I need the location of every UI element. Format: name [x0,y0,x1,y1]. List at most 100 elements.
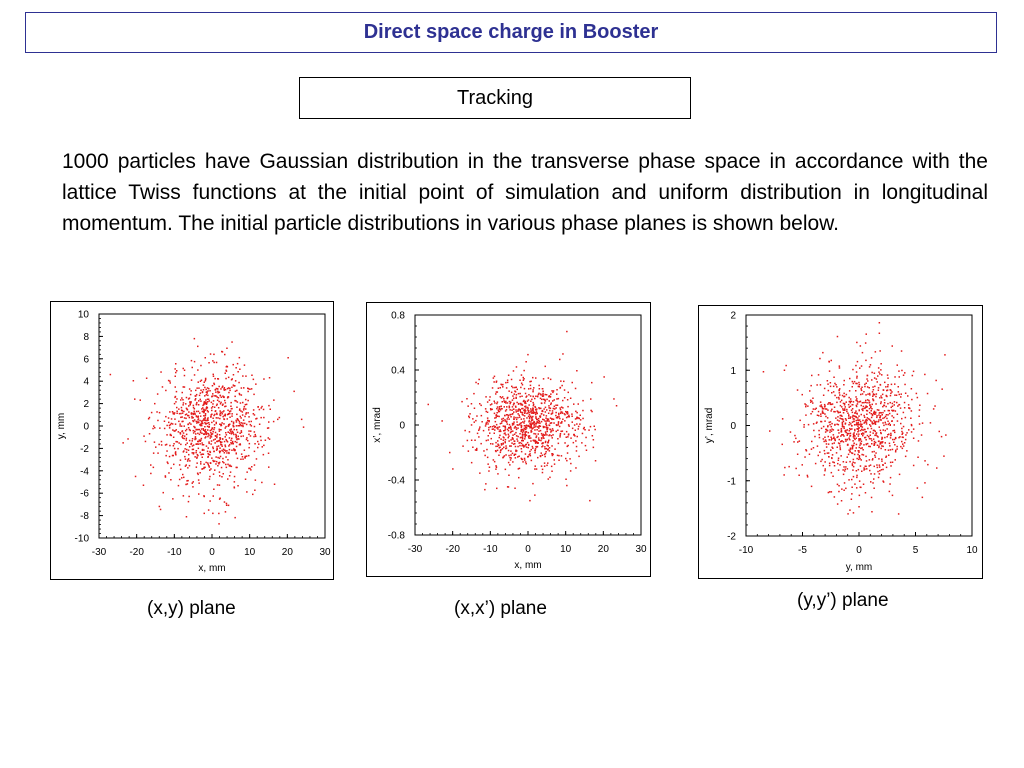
scatter-point [255,383,257,385]
scatter-point [540,402,543,404]
scatter-point [467,450,470,452]
scatter-point [513,453,516,456]
scatter-point [168,472,170,474]
scatter-point [510,454,512,456]
scatter-point [213,353,215,356]
scatter-point [212,460,215,463]
scatter-point [870,481,872,483]
scatter-point [858,419,860,422]
scatter-point [195,450,198,452]
scatter-point [505,434,507,436]
scatter-point [231,437,233,440]
scatter-point [213,488,215,490]
scatter-point [521,407,523,410]
scatter-point [248,433,250,436]
scatter-point [183,437,185,440]
scatter-point [232,421,235,423]
scatter-point [545,422,547,424]
scatter-point [473,407,476,409]
scatter-point [538,384,540,387]
scatter-point [254,433,256,436]
scatter-point [166,461,169,463]
scatter-point [545,423,547,426]
scatter-point [190,390,192,392]
scatter-point [221,404,224,406]
scatter-point [558,412,560,415]
scatter-point [542,394,544,396]
scatter-point [186,442,188,444]
scatter-point [902,374,905,376]
scatter-point [515,428,518,431]
scatter-point [851,421,854,423]
scatter-point [197,440,200,443]
scatter-point [849,460,851,463]
scatter-point [508,440,510,442]
scatter-point [226,452,228,454]
scatter-point [842,441,845,443]
scatter-point [475,381,477,384]
scatter-point [859,419,861,421]
scatter-point [880,431,882,434]
scatter-point [216,447,218,450]
scatter-point [567,391,569,394]
scatter-point [904,372,906,374]
scatter-point [887,402,889,405]
scatter-point [871,371,873,374]
scatter-point [827,389,830,392]
scatter-point [199,443,201,445]
scatter-point [537,433,539,435]
scatter-point [257,440,259,443]
scatter-point [216,440,218,443]
scatter-point [509,459,512,461]
x-tick-label: -30 [92,547,107,558]
scatter-point [832,461,834,463]
scatter-point [171,454,174,457]
scatter-point [147,418,150,420]
scatter-point [509,445,511,447]
scatter-point [230,379,233,381]
scatter-point [226,397,229,399]
scatter-point [218,428,220,431]
scatter-point [268,404,270,407]
scatter-point [258,408,261,411]
scatter-point [885,466,888,469]
scatter-point [940,435,943,438]
scatter-point [552,453,554,456]
section-title-box: Tracking [299,77,691,119]
scatter-point [872,399,875,401]
scatter-point [536,408,538,410]
scatter-point [188,428,191,431]
scatter-point [529,416,531,419]
scatter-point [855,404,858,407]
scatter-point [876,464,878,466]
scatter-point [862,483,865,485]
scatter-point [882,429,884,431]
scatter-point [520,424,522,427]
scatter-point [833,461,835,464]
scatter-point [519,392,521,395]
scatter-point [855,405,858,408]
scatter-point [190,443,192,445]
scatter-point [861,386,863,388]
scatter-point [204,395,206,397]
scatter-point [202,389,205,391]
scatter-point [233,475,236,478]
scatter-point [529,411,531,414]
scatter-point [235,452,237,454]
scatter-point [898,473,901,476]
scatter-point [185,396,188,399]
scatter-point [838,398,840,400]
scatter-point [224,445,227,448]
scatter-point [248,467,250,470]
scatter-point [589,499,591,502]
scatter-point [878,322,881,324]
scatter-point [201,442,203,444]
scatter-point [916,487,919,489]
scatter-point [528,394,530,396]
scatter-point [518,423,521,426]
scatter-point [489,408,492,410]
scatter-point [209,451,212,454]
scatter-point [536,429,538,431]
scatter-point [182,367,184,370]
scatter-point [538,407,541,410]
